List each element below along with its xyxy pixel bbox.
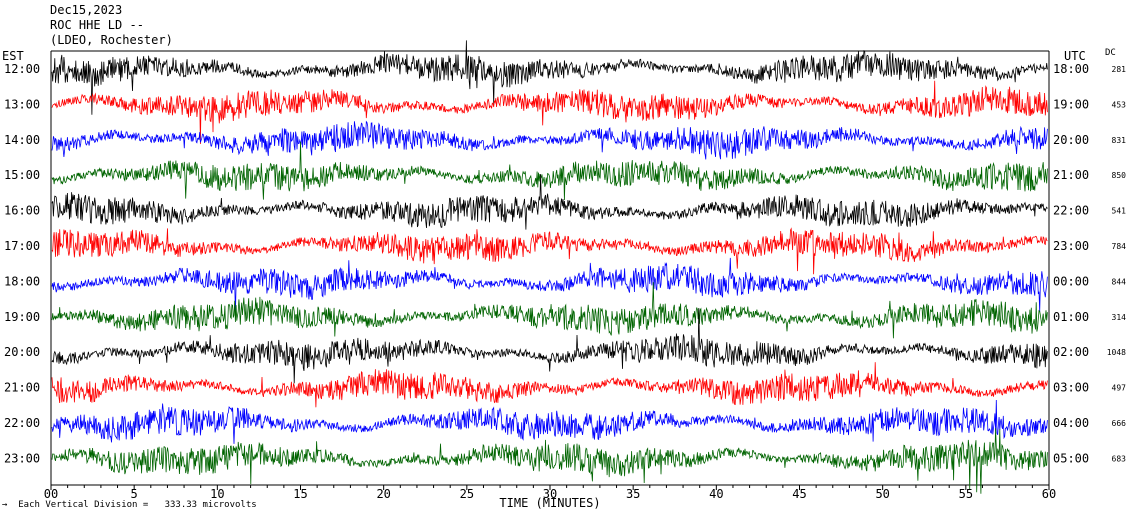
dc-value-label: 497: [1112, 384, 1127, 393]
seismic-trace-black: [51, 308, 1048, 384]
est-time-label: 13:00: [4, 97, 40, 111]
seismic-trace-green: [51, 282, 1048, 339]
dc-value-label: 666: [1112, 419, 1127, 428]
footer-scale: → Each Vertical Division = 333.33 microv…: [2, 500, 257, 510]
utc-time-label: 19:00: [1053, 97, 1089, 111]
dc-value-label: 844: [1112, 277, 1127, 286]
utc-time-label: 18:00: [1053, 62, 1089, 76]
utc-time-label: 20:00: [1053, 133, 1089, 147]
x-tick-label: 60: [1042, 487, 1056, 501]
est-time-label: 21:00: [4, 381, 40, 395]
utc-time-label: 05:00: [1053, 451, 1089, 465]
dc-value-label: 1048: [1107, 348, 1126, 357]
x-tick-label: 15: [293, 487, 307, 501]
dc-value-label: 850: [1112, 171, 1127, 180]
x-tick-label: 00: [44, 487, 58, 501]
utc-time-label: 21:00: [1053, 168, 1089, 182]
footer-mark: →: [2, 500, 8, 510]
x-tick-label: 20: [376, 487, 390, 501]
dc-value-label: 281: [1112, 65, 1127, 74]
header-location: (LDEO, Rochester): [50, 33, 173, 47]
utc-time-label: 04:00: [1053, 416, 1089, 430]
x-tick-label: 50: [875, 487, 889, 501]
x-tick-label: 5: [131, 487, 138, 501]
est-time-label: 16:00: [4, 204, 40, 218]
seismic-trace-red: [51, 80, 1048, 145]
x-tick-label: 55: [959, 487, 973, 501]
est-time-label: 18:00: [4, 274, 40, 288]
header-date: Dec15,2023: [50, 3, 123, 17]
utc-time-label: 22:00: [1053, 204, 1089, 218]
utc-axis-label: UTC: [1064, 49, 1086, 63]
seismic-trace-black: [51, 40, 1048, 115]
utc-time-label: 02:00: [1053, 345, 1089, 359]
seismic-trace-blue: [51, 257, 1048, 315]
est-time-label: 23:00: [4, 451, 40, 465]
est-time-label: 14:00: [4, 133, 40, 147]
dc-value-label: 831: [1112, 136, 1127, 145]
est-axis-label: EST: [2, 49, 24, 63]
est-time-label: 20:00: [4, 345, 40, 359]
footer-scale-text: Each Vertical Division = 333.33 microvol…: [18, 500, 257, 510]
header-station: ROC HHE LD --: [50, 18, 144, 32]
dc-value-label: 784: [1112, 242, 1127, 251]
est-time-label: 22:00: [4, 416, 40, 430]
seismic-trace-green: [51, 141, 1048, 201]
utc-time-label: 23:00: [1053, 239, 1089, 253]
dc-value-label: 541: [1112, 207, 1127, 216]
x-tick-label: 30: [543, 487, 557, 501]
est-time-label: 15:00: [4, 168, 40, 182]
seismic-trace-green: [51, 428, 1048, 494]
x-tick-label: 25: [460, 487, 474, 501]
seismic-trace-red: [51, 227, 1048, 275]
x-tick-label: 40: [709, 487, 723, 501]
dc-value-label: 453: [1112, 100, 1127, 109]
seismic-trace-blue: [51, 120, 1048, 160]
dc-value-label: 314: [1112, 313, 1127, 322]
dc-value-label: 683: [1112, 454, 1127, 463]
est-time-label: 12:00: [4, 62, 40, 76]
utc-time-label: 03:00: [1053, 381, 1089, 395]
utc-time-label: 00:00: [1053, 274, 1089, 288]
seismic-trace-black: [51, 174, 1048, 230]
est-time-label: 17:00: [4, 239, 40, 253]
utc-time-label: 01:00: [1053, 310, 1089, 324]
x-tick-label: 10: [210, 487, 224, 501]
seismic-trace-red: [51, 362, 1048, 408]
seismic-trace-blue: [51, 399, 1048, 444]
est-time-label: 19:00: [4, 310, 40, 324]
x-axis-title: TIME (MINUTES): [499, 496, 600, 510]
x-tick-label: 35: [626, 487, 640, 501]
x-tick-label: 45: [792, 487, 806, 501]
dc-column-label: DC: [1105, 48, 1116, 58]
